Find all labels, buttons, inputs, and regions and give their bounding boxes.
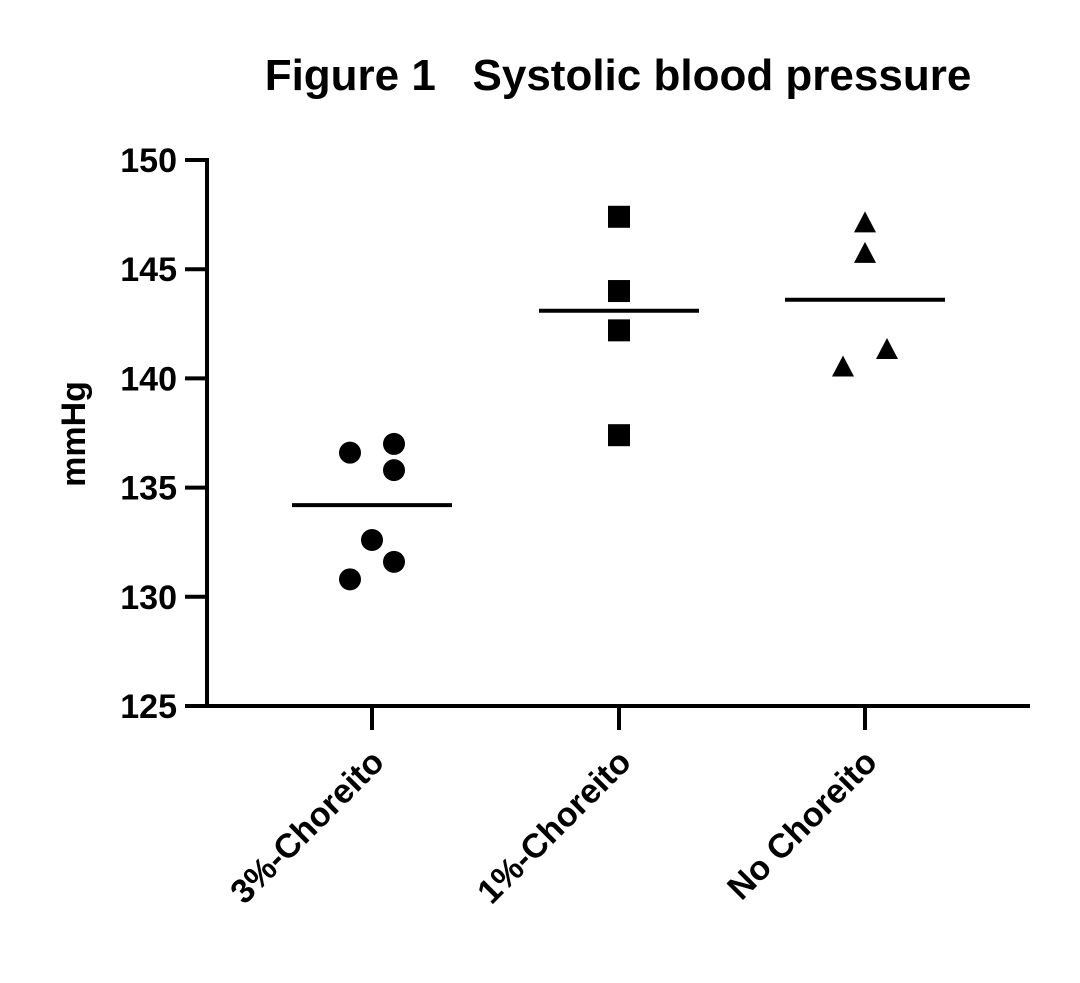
- y-tick-label-125: 125: [120, 688, 177, 726]
- point-2-1: [608, 205, 630, 228]
- point-2-3: [608, 319, 630, 342]
- point-3-3: [876, 338, 898, 360]
- y-tick-label-150: 150: [120, 142, 177, 180]
- point-3-4: [832, 355, 854, 377]
- data-marks: [292, 205, 945, 591]
- point-1-6: [339, 568, 361, 591]
- point-2-4: [608, 424, 630, 447]
- point-1-4: [361, 529, 383, 552]
- y-tick-label-145: 145: [120, 251, 177, 289]
- x-axis: 3%-Choreito 1%-Choreito No Choreito: [205, 704, 1030, 911]
- y-axis-title: mmHg: [55, 381, 93, 487]
- point-2-2: [608, 280, 630, 303]
- point-3-2: [854, 241, 876, 263]
- chart-title: Figure 1 Systolic blood pressure: [265, 51, 972, 100]
- point-1-5: [383, 550, 405, 573]
- y-axis: 125 130 135 140 145 150: [120, 142, 209, 726]
- x-category-label-0: 3%-Choreito: [223, 743, 391, 911]
- point-1-1: [339, 441, 361, 464]
- point-1-3: [383, 459, 405, 482]
- y-tick-label-130: 130: [120, 579, 177, 617]
- point-3-1: [854, 211, 876, 233]
- y-tick-label-140: 140: [120, 360, 177, 398]
- y-tick-label-135: 135: [120, 470, 177, 508]
- point-1-2: [383, 432, 405, 455]
- x-category-label-2: No Choreito: [720, 743, 884, 907]
- x-category-label-1: 1%-Choreito: [470, 743, 638, 911]
